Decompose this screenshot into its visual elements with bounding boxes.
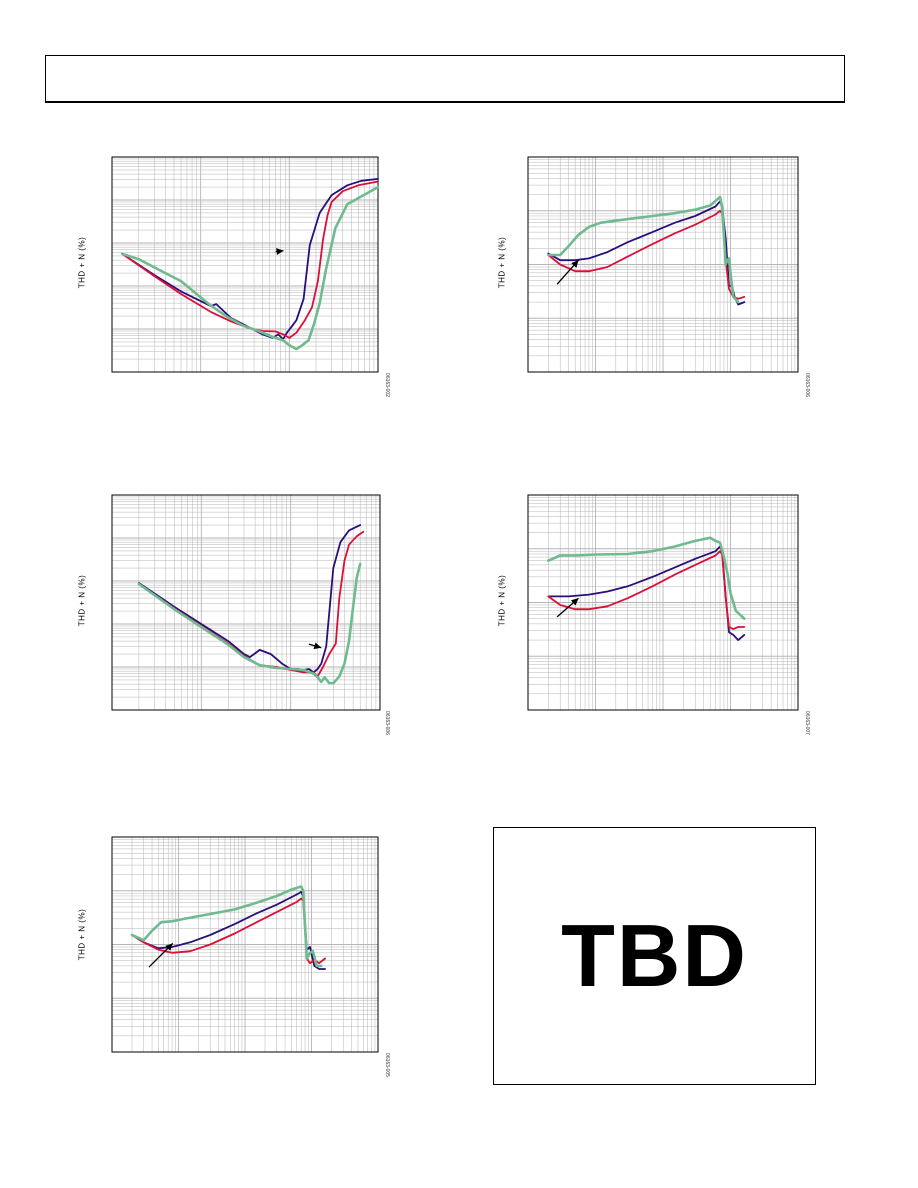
chart-2-plot-frame xyxy=(527,156,799,373)
chart-2-gridlines xyxy=(528,157,798,372)
chart-1-series-line-1 xyxy=(121,177,379,341)
chart-5-annotation-arrow-head xyxy=(165,943,173,951)
chart-5-figure-id: 06163-005 xyxy=(383,1053,390,1077)
chart-panel-2: THD + N (%) 06163-006 xyxy=(490,150,840,410)
chart-3-svg xyxy=(111,494,381,711)
chart-5-series-line-3 xyxy=(130,885,323,968)
tbd-placeholder-box: TBD xyxy=(493,827,816,1085)
chart-5-gridlines xyxy=(112,837,378,1052)
chart-5-series-line-2 xyxy=(131,897,327,965)
chart-4-series-line-3 xyxy=(546,536,746,620)
chart-3-annotation-arrow-head xyxy=(313,642,322,650)
chart-4-svg xyxy=(527,494,799,711)
chart-3-series-line-3 xyxy=(137,562,362,685)
chart-2-svg xyxy=(527,156,799,373)
chart-3-plot-frame xyxy=(111,494,381,711)
chart-3-series-line-1 xyxy=(138,524,362,674)
chart-1-plot-frame xyxy=(111,156,379,373)
chart-4-gridlines xyxy=(528,495,798,710)
chart-3-y-axis-label: THD + N (%) xyxy=(77,574,87,627)
chart-panel-1: THD + N (%) 06163-002 xyxy=(70,150,420,410)
chart-3-gridlines xyxy=(112,495,380,710)
chart-2-annotation-arrow-head xyxy=(571,260,579,268)
chart-1-series-line-2 xyxy=(121,180,379,339)
chart-panel-4: THD + N (%) 06163-007 xyxy=(490,488,840,748)
chart-4-series-line-1 xyxy=(547,545,746,642)
chart-panel-3: THD + N (%) 06163-006 xyxy=(70,488,420,748)
chart-2-series-line-3 xyxy=(546,195,740,304)
chart-1-figure-id: 06163-002 xyxy=(383,373,390,397)
chart-1-gridlines xyxy=(112,157,378,372)
chart-2-series-line-2 xyxy=(547,209,746,300)
chart-1-annotation-arrow-head xyxy=(276,248,284,256)
tbd-placeholder-text: TBD xyxy=(561,906,748,1005)
chart-2-figure-id: 06163-006 xyxy=(803,373,810,397)
chart-4-y-axis-label: THD + N (%) xyxy=(497,574,507,627)
chart-1-y-axis-label: THD + N (%) xyxy=(77,236,87,289)
chart-panel-5: THD + N (%) 06163-005 xyxy=(70,830,420,1090)
chart-4-figure-id: 06163-007 xyxy=(803,711,810,735)
chart-5-series-line-1 xyxy=(131,891,327,970)
chart-1-series-line-3 xyxy=(120,185,380,351)
chart-5-plot-frame xyxy=(111,836,379,1053)
chart-3-figure-id: 06163-006 xyxy=(383,711,390,735)
chart-2-y-axis-label: THD + N (%) xyxy=(497,236,507,289)
chart-1-svg xyxy=(111,156,380,373)
chart-4-plot-frame xyxy=(527,494,799,711)
chart-5-y-axis-label: THD + N (%) xyxy=(77,908,87,961)
chart-4-series-line-2 xyxy=(547,550,746,631)
chart-4-annotation-arrow-head xyxy=(570,598,579,606)
page-header-box xyxy=(45,55,845,103)
chart-5-svg xyxy=(111,836,379,1053)
